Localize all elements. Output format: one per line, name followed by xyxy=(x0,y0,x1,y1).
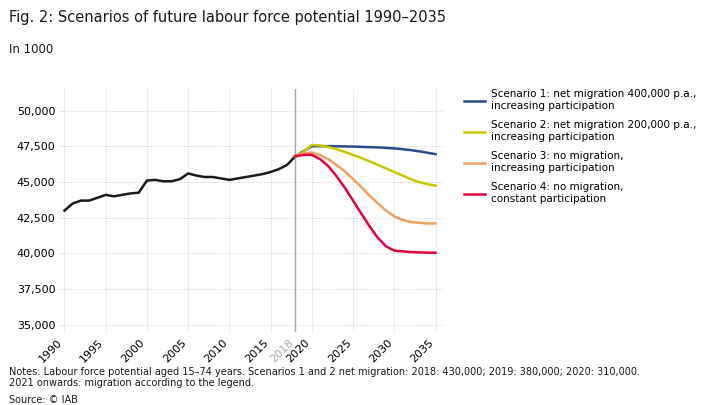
Scenario 4: no migration,
constant participation: (2.02e+03, 4.54e+04): no migration, constant participation: (2… xyxy=(332,174,341,179)
Scenario 1: net migration 400,000 p.a.,
increasing participation: (2.02e+03, 4.75e+04): net migration 400,000 p.a., increasing p… xyxy=(307,144,316,149)
Scenario 1: net migration 400,000 p.a.,
increasing participation: (2.03e+03, 4.74e+04): net migration 400,000 p.a., increasing p… xyxy=(390,146,398,151)
Scenario 2: net migration 200,000 p.a.,
increasing participation: (2.02e+03, 4.73e+04): net migration 200,000 p.a., increasing p… xyxy=(332,147,341,151)
Scenario 2: net migration 200,000 p.a.,
increasing participation: (2.02e+03, 4.76e+04): net migration 200,000 p.a., increasing p… xyxy=(307,143,316,147)
Scenario 2: net migration 200,000 p.a.,
increasing participation: (2.04e+03, 4.48e+04): net migration 200,000 p.a., increasing p… xyxy=(431,183,439,188)
Scenario 3: no migration,
increasing participation: (2.03e+03, 4.24e+04): no migration, increasing participation: … xyxy=(398,217,407,222)
Scenario 2: net migration 200,000 p.a.,
increasing participation: (2.03e+03, 4.6e+04): net migration 200,000 p.a., increasing p… xyxy=(382,166,390,171)
Scenario 1: net migration 400,000 p.a.,
increasing participation: (2.03e+03, 4.72e+04): net migration 400,000 p.a., increasing p… xyxy=(407,148,415,153)
Scenario 4: no migration,
constant participation: (2.03e+03, 4.01e+04): no migration, constant participation: (2… xyxy=(407,249,415,254)
Scenario 4: no migration,
constant participation: (2.02e+03, 4.61e+04): no migration, constant participation: (2… xyxy=(324,164,332,169)
Scenario 1: net migration 400,000 p.a.,
increasing participation: (2.02e+03, 4.75e+04): net migration 400,000 p.a., increasing p… xyxy=(341,144,349,149)
Text: In 1000: In 1000 xyxy=(9,43,53,55)
Scenario 1: net migration 400,000 p.a.,
increasing participation: (2.02e+03, 4.75e+04): net migration 400,000 p.a., increasing p… xyxy=(316,144,324,149)
Scenario 4: no migration,
constant participation: (2.03e+03, 4.02e+04): no migration, constant participation: (2… xyxy=(390,248,398,253)
Scenario 1: net migration 400,000 p.a.,
increasing participation: (2.03e+03, 4.7e+04): net migration 400,000 p.a., increasing p… xyxy=(423,150,432,155)
Line: Scenario 3: no migration,
increasing participation: Scenario 3: no migration, increasing par… xyxy=(295,153,435,224)
Scenario 2: net migration 200,000 p.a.,
increasing participation: (2.03e+03, 4.54e+04): net migration 200,000 p.a., increasing p… xyxy=(398,173,407,178)
Scenario 3: no migration,
increasing participation: (2.03e+03, 4.35e+04): no migration, increasing participation: … xyxy=(373,201,382,206)
Scenario 3: no migration,
increasing participation: (2.03e+03, 4.3e+04): no migration, increasing participation: … xyxy=(382,208,390,213)
Scenario 4: no migration,
constant participation: (2.03e+03, 4.01e+04): no migration, constant participation: (2… xyxy=(415,250,423,255)
Scenario 4: no migration,
constant participation: (2.03e+03, 4.05e+04): no migration, constant participation: (2… xyxy=(382,244,390,249)
Scenario 3: no migration,
increasing participation: (2.02e+03, 4.7e+04): no migration, increasing participation: … xyxy=(300,151,308,156)
Scenario 2: net migration 200,000 p.a.,
increasing participation: (2.02e+03, 4.69e+04): net migration 200,000 p.a., increasing p… xyxy=(349,152,357,157)
Scenario 2: net migration 200,000 p.a.,
increasing participation: (2.02e+03, 4.76e+04): net migration 200,000 p.a., increasing p… xyxy=(316,143,324,148)
Scenario 4: no migration,
constant participation: (2.02e+03, 4.68e+04): no migration, constant participation: (2… xyxy=(291,154,300,159)
Scenario 2: net migration 200,000 p.a.,
increasing participation: (2.02e+03, 4.71e+04): net migration 200,000 p.a., increasing p… xyxy=(341,149,349,154)
Scenario 2: net migration 200,000 p.a.,
increasing participation: (2.03e+03, 4.5e+04): net migration 200,000 p.a., increasing p… xyxy=(415,179,423,184)
Scenario 2: net migration 200,000 p.a.,
increasing participation: (2.03e+03, 4.48e+04): net migration 200,000 p.a., increasing p… xyxy=(423,182,432,187)
Scenario 1: net migration 400,000 p.a.,
increasing participation: (2.04e+03, 4.7e+04): net migration 400,000 p.a., increasing p… xyxy=(431,152,439,157)
Scenario 4: no migration,
constant participation: (2.03e+03, 4.11e+04): no migration, constant participation: (2… xyxy=(373,235,382,240)
Scenario 3: no migration,
increasing participation: (2.03e+03, 4.4e+04): no migration, increasing participation: … xyxy=(365,193,373,198)
Scenario 4: no migration,
constant participation: (2.02e+03, 4.69e+04): no migration, constant participation: (2… xyxy=(300,152,308,157)
Scenario 2: net migration 200,000 p.a.,
increasing participation: (2.03e+03, 4.52e+04): net migration 200,000 p.a., increasing p… xyxy=(407,177,415,181)
Scenario 1: net migration 400,000 p.a.,
increasing participation: (2.03e+03, 4.74e+04): net migration 400,000 p.a., increasing p… xyxy=(373,145,382,150)
Scenario 3: no migration,
increasing participation: (2.03e+03, 4.26e+04): no migration, increasing participation: … xyxy=(390,214,398,219)
Scenario 3: no migration,
increasing participation: (2.03e+03, 4.21e+04): no migration, increasing participation: … xyxy=(423,221,432,226)
Scenario 1: net migration 400,000 p.a.,
increasing participation: (2.03e+03, 4.74e+04): net migration 400,000 p.a., increasing p… xyxy=(365,145,373,149)
Scenario 1: net migration 400,000 p.a.,
increasing participation: (2.03e+03, 4.72e+04): net migration 400,000 p.a., increasing p… xyxy=(415,149,423,154)
Scenario 2: net migration 200,000 p.a.,
increasing participation: (2.03e+03, 4.64e+04): net migration 200,000 p.a., increasing p… xyxy=(365,159,373,164)
Scenario 3: no migration,
increasing participation: (2.03e+03, 4.22e+04): no migration, increasing participation: … xyxy=(415,220,423,225)
Scenario 4: no migration,
constant participation: (2.03e+03, 4.01e+04): no migration, constant participation: (2… xyxy=(423,250,432,255)
Scenario 3: no migration,
increasing participation: (2.02e+03, 4.7e+04): no migration, increasing participation: … xyxy=(307,150,316,155)
Text: Fig. 2: Scenarios of future labour force potential 1990–2035: Fig. 2: Scenarios of future labour force… xyxy=(9,10,446,25)
Scenario 2: net migration 200,000 p.a.,
increasing participation: (2.02e+03, 4.74e+04): net migration 200,000 p.a., increasing p… xyxy=(324,145,332,149)
Scenario 4: no migration,
constant participation: (2.03e+03, 4.02e+04): no migration, constant participation: (2… xyxy=(398,249,407,254)
Scenario 4: no migration,
constant participation: (2.03e+03, 4.19e+04): no migration, constant participation: (2… xyxy=(365,224,373,229)
Legend: Scenario 1: net migration 400,000 p.a.,
increasing participation, Scenario 2: ne: Scenario 1: net migration 400,000 p.a., … xyxy=(464,90,697,204)
Line: Scenario 1: net migration 400,000 p.a.,
increasing participation: Scenario 1: net migration 400,000 p.a., … xyxy=(295,146,435,156)
Scenario 3: no migration,
increasing participation: (2.02e+03, 4.62e+04): no migration, increasing participation: … xyxy=(332,162,341,167)
Scenario 4: no migration,
constant participation: (2.02e+03, 4.69e+04): no migration, constant participation: (2… xyxy=(307,152,316,157)
Scenario 4: no migration,
constant participation: (2.02e+03, 4.37e+04): no migration, constant participation: (2… xyxy=(349,198,357,203)
Scenario 3: no migration,
increasing participation: (2.02e+03, 4.69e+04): no migration, increasing participation: … xyxy=(316,152,324,157)
Scenario 4: no migration,
constant participation: (2.02e+03, 4.46e+04): no migration, constant participation: (2… xyxy=(341,185,349,190)
Scenario 1: net migration 400,000 p.a.,
increasing participation: (2.03e+03, 4.74e+04): net migration 400,000 p.a., increasing p… xyxy=(382,145,390,150)
Scenario 3: no migration,
increasing participation: (2.02e+03, 4.58e+04): no migration, increasing participation: … xyxy=(341,169,349,174)
Scenario 1: net migration 400,000 p.a.,
increasing participation: (2.02e+03, 4.75e+04): net migration 400,000 p.a., increasing p… xyxy=(332,144,341,149)
Scenario 2: net migration 200,000 p.a.,
increasing participation: (2.03e+03, 4.67e+04): net migration 200,000 p.a., increasing p… xyxy=(357,156,366,160)
Text: Notes: Labour force potential aged 15–74 years. Scenarios 1 and 2 net migration:: Notes: Labour force potential aged 15–74… xyxy=(9,367,640,388)
Scenario 1: net migration 400,000 p.a.,
increasing participation: (2.02e+03, 4.75e+04): net migration 400,000 p.a., increasing p… xyxy=(349,144,357,149)
Scenario 3: no migration,
increasing participation: (2.02e+03, 4.66e+04): no migration, increasing participation: … xyxy=(324,157,332,162)
Scenario 2: net migration 200,000 p.a.,
increasing participation: (2.03e+03, 4.57e+04): net migration 200,000 p.a., increasing p… xyxy=(390,170,398,175)
Scenario 3: no migration,
increasing participation: (2.02e+03, 4.52e+04): no migration, increasing participation: … xyxy=(349,177,357,181)
Scenario 3: no migration,
increasing participation: (2.04e+03, 4.21e+04): no migration, increasing participation: … xyxy=(431,221,439,226)
Scenario 2: net migration 200,000 p.a.,
increasing participation: (2.03e+03, 4.62e+04): net migration 200,000 p.a., increasing p… xyxy=(373,162,382,167)
Scenario 2: net migration 200,000 p.a.,
increasing participation: (2.02e+03, 4.68e+04): net migration 200,000 p.a., increasing p… xyxy=(291,154,300,159)
Scenario 2: net migration 200,000 p.a.,
increasing participation: (2.02e+03, 4.71e+04): net migration 200,000 p.a., increasing p… xyxy=(300,149,308,154)
Scenario 3: no migration,
increasing participation: (2.03e+03, 4.46e+04): no migration, increasing participation: … xyxy=(357,185,366,190)
Scenario 4: no migration,
constant participation: (2.02e+03, 4.66e+04): no migration, constant participation: (2… xyxy=(316,157,324,162)
Line: Scenario 2: net migration 200,000 p.a.,
increasing participation: Scenario 2: net migration 200,000 p.a., … xyxy=(295,145,435,185)
Text: Source: © IAB: Source: © IAB xyxy=(9,395,78,405)
Scenario 4: no migration,
constant participation: (2.03e+03, 4.28e+04): no migration, constant participation: (2… xyxy=(357,211,366,216)
Line: Scenario 4: no migration,
constant participation: Scenario 4: no migration, constant parti… xyxy=(295,155,435,253)
Scenario 4: no migration,
constant participation: (2.04e+03, 4e+04): no migration, constant participation: (2… xyxy=(431,250,439,255)
Scenario 1: net migration 400,000 p.a.,
increasing participation: (2.02e+03, 4.75e+04): net migration 400,000 p.a., increasing p… xyxy=(324,144,332,149)
Scenario 1: net migration 400,000 p.a.,
increasing participation: (2.02e+03, 4.72e+04): net migration 400,000 p.a., increasing p… xyxy=(300,149,308,154)
Scenario 3: no migration,
increasing participation: (2.03e+03, 4.22e+04): no migration, increasing participation: … xyxy=(407,220,415,224)
Scenario 3: no migration,
increasing participation: (2.02e+03, 4.68e+04): no migration, increasing participation: … xyxy=(291,154,300,159)
Scenario 1: net migration 400,000 p.a.,
increasing participation: (2.03e+03, 4.73e+04): net migration 400,000 p.a., increasing p… xyxy=(398,147,407,151)
Scenario 1: net migration 400,000 p.a.,
increasing participation: (2.02e+03, 4.68e+04): net migration 400,000 p.a., increasing p… xyxy=(291,154,300,159)
Scenario 1: net migration 400,000 p.a.,
increasing participation: (2.03e+03, 4.75e+04): net migration 400,000 p.a., increasing p… xyxy=(357,145,366,149)
